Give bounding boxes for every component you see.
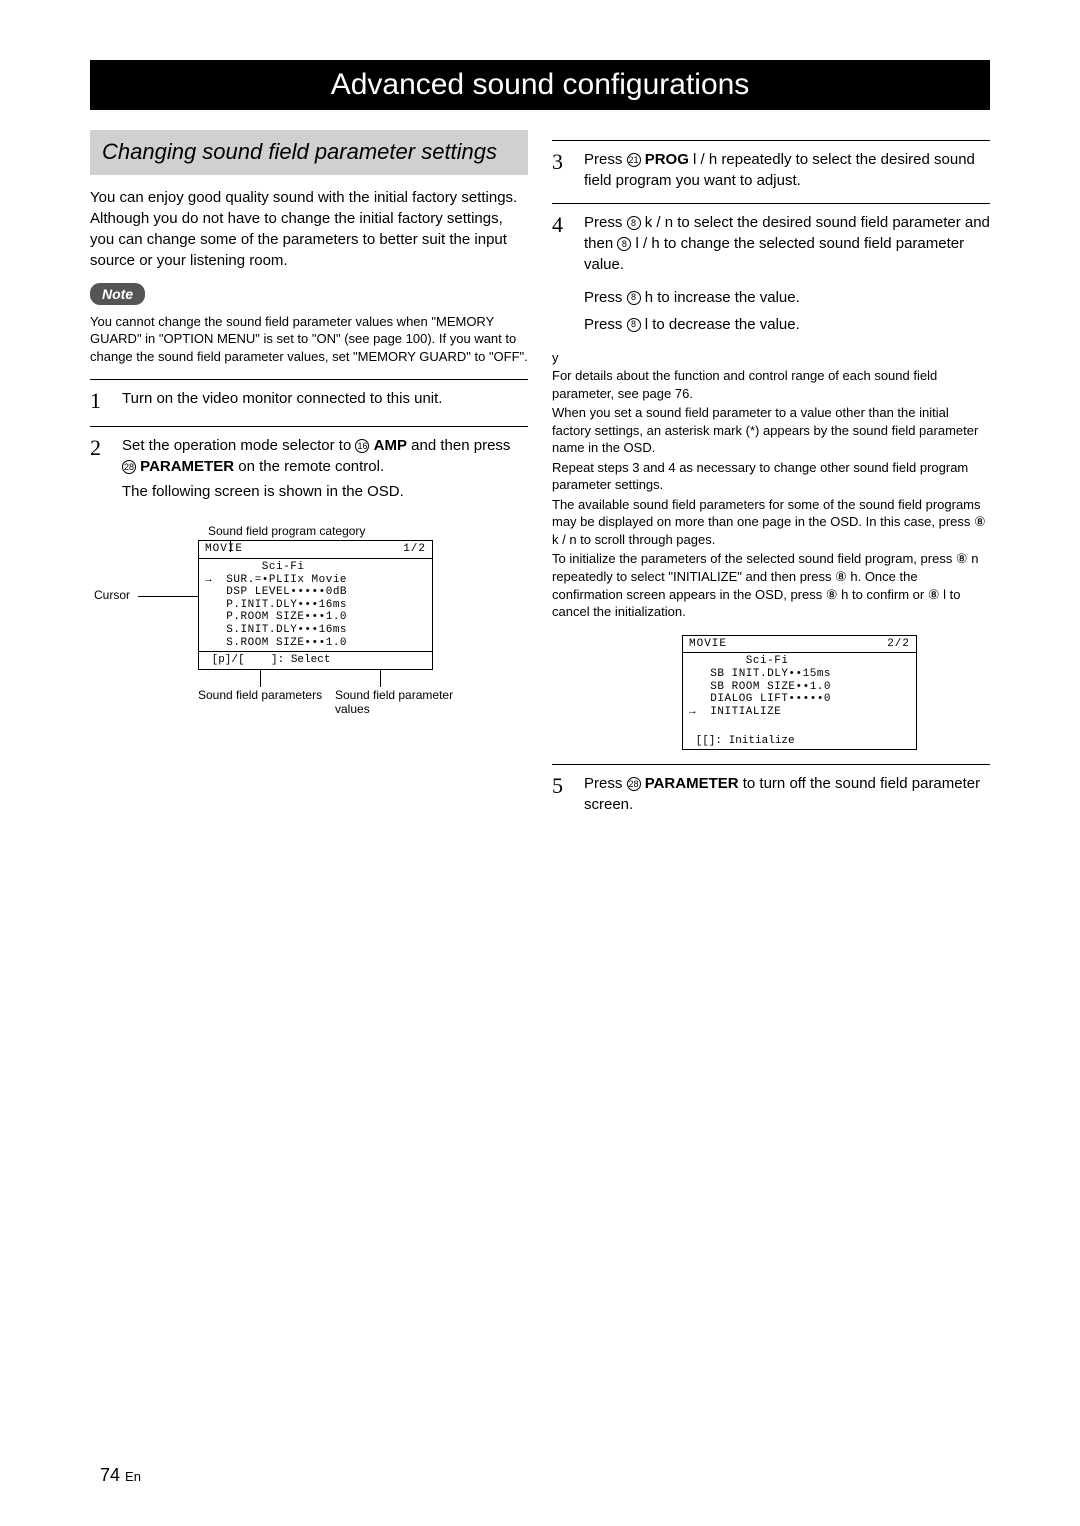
page-number: 74 En xyxy=(100,1465,141,1486)
intro-text: You can enjoy good quality sound with th… xyxy=(90,187,528,271)
section-heading: Changing sound field parameter settings xyxy=(90,130,528,175)
step-number: 4 xyxy=(552,212,572,275)
content-columns: Changing sound field parameter settings … xyxy=(90,130,990,827)
step-number: 2 xyxy=(90,435,110,502)
step-4-text: Press 8 k / n to select the desired soun… xyxy=(584,212,990,275)
right-column: 3 Press 21 PROG l / h repeatedly to sele… xyxy=(552,130,990,827)
osd-screen-2: MOVIE 2/2 Sci-Fi SB INIT.DLY••15ms SB RO… xyxy=(682,635,917,750)
osd-header: MOVIE 1/2 xyxy=(199,541,432,559)
divider xyxy=(90,426,528,427)
step-2: 2 Set the operation mode selector to 16 … xyxy=(90,435,528,502)
osd-label-params: Sound field parameters xyxy=(198,688,323,716)
divider xyxy=(552,140,990,141)
osd-content: Sci-Fi SB INIT.DLY••15ms SB ROOM SIZE••1… xyxy=(683,653,916,720)
divider xyxy=(552,764,990,765)
osd-footer: [[]: Initialize xyxy=(683,721,916,750)
step-1: 1 Turn on the video monitor connected to… xyxy=(90,388,528,414)
bullet-4: The available sound field parameters for… xyxy=(552,496,990,549)
bullet-3: Repeat steps 3 and 4 as necessary to cha… xyxy=(552,459,990,494)
y-marker: y xyxy=(552,350,990,365)
bullet-5: To initialize the parameters of the sele… xyxy=(552,550,990,620)
step-5: 5 Press 28 PARAMETER to turn off the sou… xyxy=(552,773,990,815)
circled-8-icon: 8 xyxy=(627,216,641,230)
osd-footer: [p]/[ ]: Select xyxy=(199,651,432,669)
note-label: Note xyxy=(90,283,145,305)
step-3: 3 Press 21 PROG l / h repeatedly to sele… xyxy=(552,149,990,191)
step-2-text: Set the operation mode selector to 16 AM… xyxy=(122,435,528,502)
circled-8-icon: 8 xyxy=(627,291,641,305)
step-number: 5 xyxy=(552,773,572,815)
step-1-text: Turn on the video monitor connected to t… xyxy=(122,388,528,414)
osd-bottom-labels: Sound field parameters Sound field param… xyxy=(198,688,460,716)
osd-label-values: Sound field parameter values xyxy=(335,688,460,716)
bullet-1: For details about the function and contr… xyxy=(552,367,990,402)
osd-header: MOVIE 2/2 xyxy=(683,636,916,654)
circled-21-icon: 21 xyxy=(627,153,641,167)
circled-8-icon: 8 xyxy=(627,318,641,332)
osd-diagram-1: Sound field program category Cursor MOVI… xyxy=(150,524,460,716)
divider xyxy=(552,203,990,204)
note-text: You cannot change the sound field parame… xyxy=(90,313,528,366)
circled-16-icon: 16 xyxy=(355,439,369,453)
step-number: 3 xyxy=(552,149,572,191)
divider xyxy=(90,379,528,380)
osd-content: Sci-Fi → SUR.=•PLIIx Movie DSP LEVEL••••… xyxy=(199,559,432,651)
step-3-text: Press 21 PROG l / h repeatedly to select… xyxy=(584,149,990,191)
circled-28-icon: 28 xyxy=(627,777,641,791)
osd-diagram-2: MOVIE 2/2 Sci-Fi SB INIT.DLY••15ms SB RO… xyxy=(682,635,917,750)
step-4-decrease: Press 8 l to decrease the value. xyxy=(584,314,990,337)
osd-screen-1: MOVIE 1/2 Sci-Fi → SUR.=•PLIIx Movie DSP… xyxy=(198,540,433,670)
osd-label-category: Sound field program category xyxy=(208,524,460,538)
circled-8-icon: 8 xyxy=(617,237,631,251)
bullet-2: When you set a sound field parameter to … xyxy=(552,404,990,457)
page-title-bar: Advanced sound configurations xyxy=(90,60,990,110)
step-number: 1 xyxy=(90,388,110,414)
page-title: Advanced sound configurations xyxy=(331,68,750,101)
circled-28-icon: 28 xyxy=(122,460,136,474)
step-4: 4 Press 8 k / n to select the desired so… xyxy=(552,212,990,275)
left-column: Changing sound field parameter settings … xyxy=(90,130,528,827)
osd-label-cursor: Cursor xyxy=(94,588,130,602)
step-4-increase: Press 8 h to increase the value. xyxy=(584,287,990,310)
step-5-text: Press 28 PARAMETER to turn off the sound… xyxy=(584,773,990,815)
